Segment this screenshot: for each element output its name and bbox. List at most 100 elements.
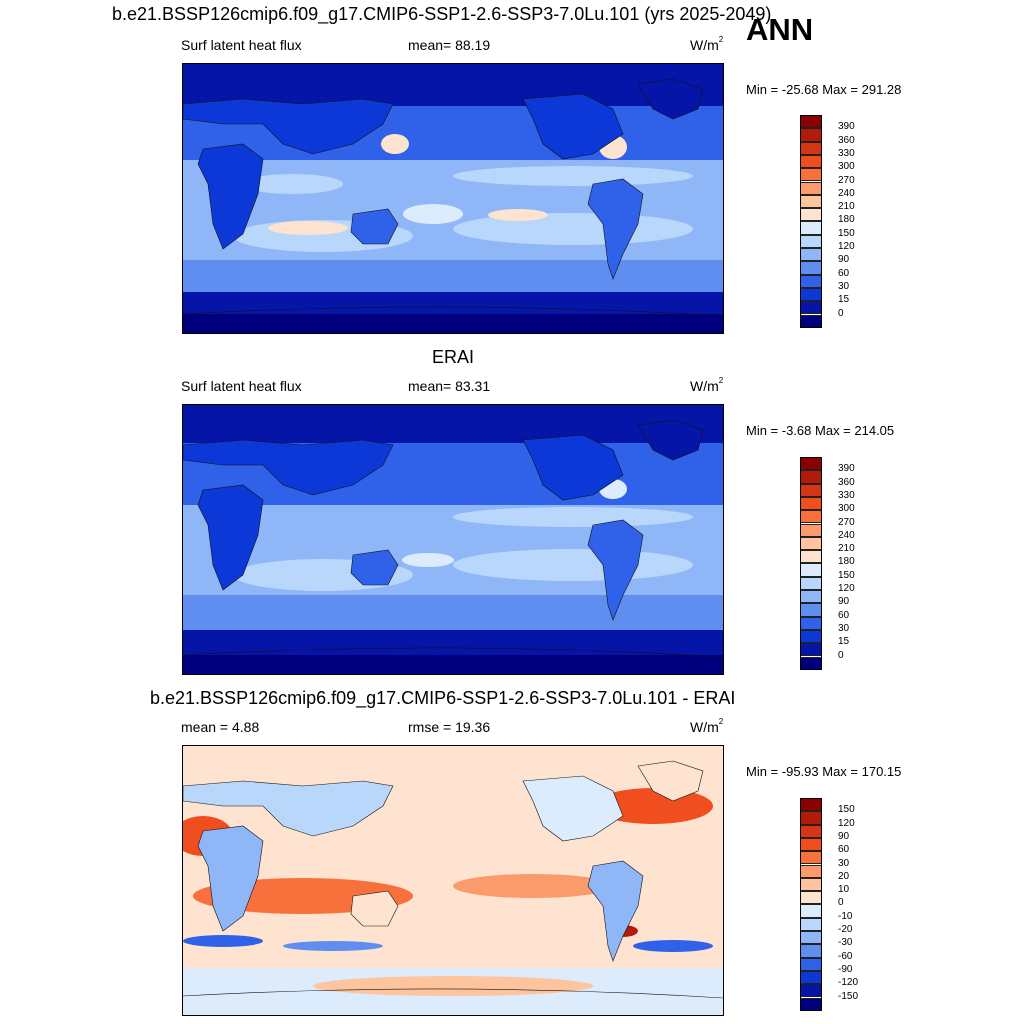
- colorbar-tick-label: 270: [838, 516, 855, 528]
- colorbar-tick-label: 240: [838, 529, 855, 541]
- panel2-title: ERAI: [432, 347, 475, 367]
- colorbar-swatch: [800, 629, 822, 644]
- colorbar-swatch: [800, 891, 822, 905]
- colorbar-tick-label: 390: [838, 463, 855, 475]
- model-latent-heat-map: [182, 63, 724, 334]
- colorbar-swatch: [800, 984, 822, 998]
- panel2-unit-label: W/m2: [690, 376, 724, 394]
- colorbar-swatch: [800, 643, 822, 657]
- colorbar-tick-label: -10: [838, 910, 853, 922]
- colorbar-tick-label: 240: [838, 187, 855, 199]
- colorbar-swatch: [800, 221, 822, 235]
- colorbar-tick-label: -60: [838, 950, 853, 962]
- model-colorbar: [800, 115, 822, 328]
- colorbar-swatch: [800, 970, 822, 985]
- colorbar-swatch: [800, 837, 822, 852]
- colorbar-tick-label: -120: [838, 977, 859, 989]
- colorbar-swatch: [800, 234, 822, 248]
- colorbar-swatch: [800, 128, 822, 142]
- colorbar-swatch: [800, 483, 822, 497]
- colorbar-tick-label: 210: [838, 201, 855, 213]
- season-label: ANN: [746, 12, 814, 47]
- colorbar-tick-label: 150: [838, 804, 855, 816]
- colorbar-tick-label: 15: [838, 636, 850, 648]
- colorbar-tick-label: 10: [838, 884, 850, 896]
- colorbar-swatch: [800, 301, 822, 315]
- colorbar-swatch: [800, 957, 822, 971]
- colorbar-tick-label: 180: [838, 214, 855, 226]
- panel3-minmax: Min = -95.93 Max = 170.15: [746, 764, 902, 779]
- colorbar-tick-label: 360: [838, 134, 855, 146]
- colorbar-swatch: [800, 181, 822, 195]
- colorbar-swatch: [800, 314, 822, 328]
- colorbar-tick-label: 90: [838, 596, 850, 608]
- colorbar-tick-label: 0: [838, 897, 844, 909]
- panel1-variable-label: Surf latent heat flux: [181, 37, 302, 53]
- colorbar-swatch: [800, 811, 822, 825]
- colorbar-tick-label: 15: [838, 294, 850, 306]
- colorbar-tick-label: 0: [838, 649, 844, 661]
- colorbar-tick-label: 60: [838, 267, 850, 279]
- panel2-minmax: Min = -3.68 Max = 214.05: [746, 423, 895, 438]
- colorbar-swatch: [800, 576, 822, 590]
- colorbar-tick-label: 330: [838, 489, 855, 501]
- colorbar-tick-label: 90: [838, 830, 850, 842]
- colorbar-swatch: [800, 931, 822, 945]
- colorbar-tick-label: -20: [838, 924, 853, 935]
- colorbar-swatch: [800, 997, 822, 1011]
- colorbar-tick-label: 120: [838, 241, 855, 252]
- colorbar-swatch: [800, 510, 822, 524]
- colorbar-tick-label: 300: [838, 161, 855, 173]
- colorbar-swatch: [800, 154, 822, 169]
- colorbar-tick-label: 60: [838, 844, 850, 856]
- colorbar-tick-label: 180: [838, 556, 855, 568]
- colorbar-tick-label: 30: [838, 857, 850, 869]
- colorbar-swatch: [800, 457, 822, 471]
- colorbar-swatch: [800, 248, 822, 262]
- colorbar-tick-label: 30: [838, 280, 850, 292]
- colorbar-swatch: [800, 590, 822, 604]
- colorbar-tick-label: 120: [838, 583, 855, 594]
- colorbar-tick-label: 0: [838, 307, 844, 319]
- colorbar-swatch: [800, 917, 822, 931]
- panel1-minmax: Min = -25.68 Max = 291.28: [746, 82, 902, 97]
- colorbar-swatch: [800, 115, 822, 129]
- colorbar-swatch: [800, 536, 822, 551]
- colorbar-swatch: [800, 208, 822, 222]
- colorbar-swatch: [800, 470, 822, 484]
- panel1-unit-label: W/m2: [690, 35, 724, 53]
- colorbar-swatch: [800, 274, 822, 288]
- colorbar-tick-label: 270: [838, 174, 855, 186]
- obs-latent-heat-map: [182, 404, 724, 675]
- colorbar-swatch: [800, 261, 822, 275]
- panel3-mean-label: mean = 4.88: [181, 719, 260, 735]
- panel1-mean-label: mean= 88.19: [408, 37, 491, 53]
- colorbar-swatch: [800, 877, 822, 892]
- colorbar-swatch: [800, 287, 822, 302]
- obs-colorbar: [800, 457, 822, 670]
- difference-colorbar: [800, 798, 822, 1011]
- colorbar-tick-label: 30: [838, 622, 850, 634]
- colorbar-swatch: [800, 550, 822, 564]
- colorbar-tick-label: 150: [838, 569, 855, 581]
- colorbar-tick-label: 360: [838, 476, 855, 488]
- difference-map: [182, 745, 724, 1016]
- colorbar-tick-label: 390: [838, 121, 855, 133]
- colorbar-swatch: [800, 824, 822, 838]
- colorbar-swatch: [800, 194, 822, 209]
- panel2-variable-label: Surf latent heat flux: [181, 378, 302, 394]
- colorbar-tick-label: 20: [838, 870, 850, 882]
- colorbar-tick-label: 90: [838, 254, 850, 266]
- colorbar-swatch: [800, 563, 822, 577]
- panel3-rmse-label: rmse = 19.36: [408, 719, 491, 735]
- colorbar-tick-label: 150: [838, 227, 855, 239]
- colorbar-swatch: [800, 864, 822, 878]
- colorbar-swatch: [800, 141, 822, 155]
- colorbar-tick-label: 60: [838, 609, 850, 621]
- colorbar-swatch: [800, 496, 822, 511]
- colorbar-swatch: [800, 798, 822, 812]
- colorbar-tick-label: 300: [838, 503, 855, 515]
- colorbar-tick-label: 120: [838, 817, 855, 829]
- colorbar-tick-label: -150: [838, 990, 859, 1002]
- colorbar-swatch: [800, 944, 822, 958]
